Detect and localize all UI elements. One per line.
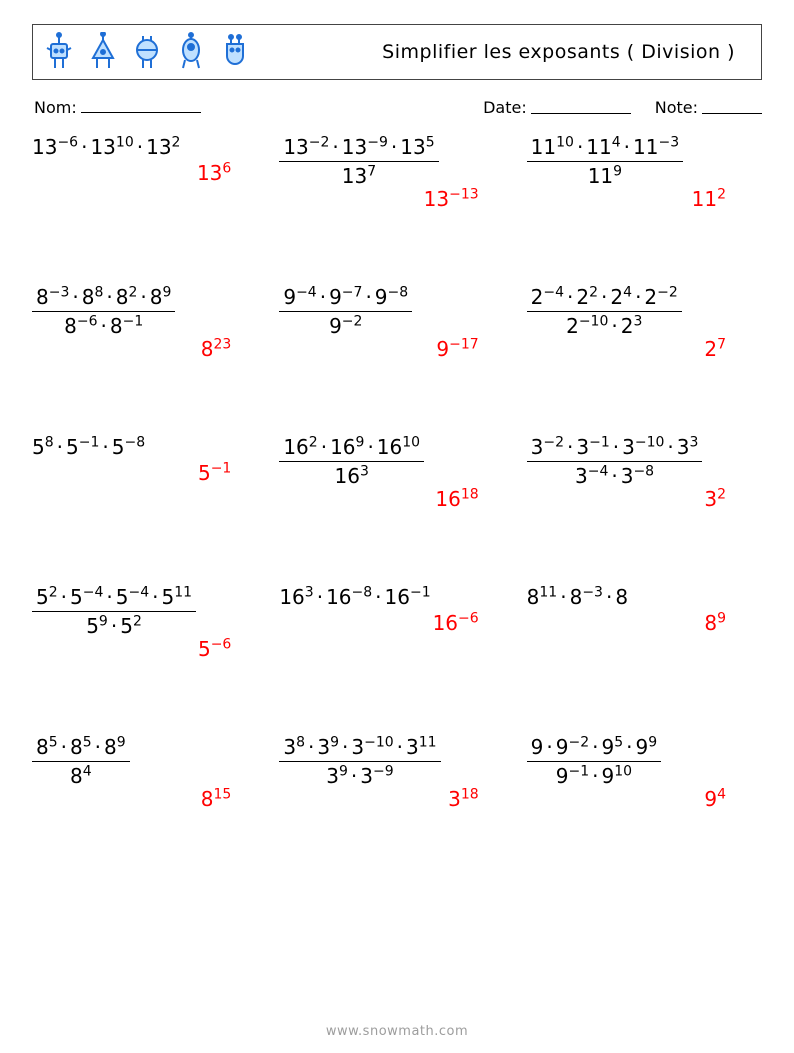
problem-expression: 9·9−2·95·999−1·910 [527, 735, 662, 788]
problem-answer: 318 [448, 787, 479, 811]
problem-answer: 16−6 [433, 611, 479, 635]
robot-icon [129, 32, 165, 72]
robot-icon [217, 32, 253, 72]
problem-expression: 8−3·88·82·898−6·8−1 [32, 285, 175, 338]
meta-row: Nom: Date: Note: [34, 98, 762, 117]
robot-icon [41, 32, 77, 72]
problem-answer: 5−1 [198, 461, 231, 485]
problem-answer: 823 [201, 337, 232, 361]
problem-cell: 52·5−4·5−4·51159·525−6 [32, 585, 267, 655]
problem-grid: 13−6·1310·13213613−2·13−9·13513713−13111… [32, 135, 762, 805]
problem-cell: 3−2·3−1·3−10·333−4·3−832 [527, 435, 762, 505]
problem-answer: 112 [692, 187, 726, 211]
worksheet-title: Simplifier les exposants ( Division ) [382, 41, 747, 63]
problem-expression: 38·39·3−10·31139·3−9 [279, 735, 440, 788]
note-blank [702, 97, 762, 114]
problem-expression: 85·85·8984 [32, 735, 130, 788]
name-blank [81, 96, 201, 113]
problem-expression: 1110·114·11−3119 [527, 135, 683, 188]
footer-url: www.snowmath.com [0, 1024, 794, 1039]
problem-cell: 85·85·8984815 [32, 735, 267, 805]
problem-answer: 1618 [435, 487, 478, 511]
problem-answer: 136 [197, 161, 231, 185]
header-box: Simplifier les exposants ( Division ) [32, 24, 762, 80]
problem-cell: 9−4·9−7·9−89−29−17 [279, 285, 514, 355]
problem-cell: 13−2·13−9·13513713−13 [279, 135, 514, 205]
header-icons [41, 32, 253, 72]
problem-cell: 8−3·88·82·898−6·8−1823 [32, 285, 267, 355]
problem-expression: 13−6·1310·132 [32, 135, 180, 159]
problem-cell: 811·8−3·8 89 [527, 585, 762, 655]
problem-answer: 815 [201, 787, 232, 811]
problem-cell: 162·169·16101631618 [279, 435, 514, 505]
problem-answer: 94 [704, 787, 726, 811]
robot-icon [85, 32, 121, 72]
name-label: Nom: [34, 98, 77, 117]
problem-expression: 163·16−8·16−1 [279, 585, 430, 609]
robot-icon [173, 32, 209, 72]
problem-cell: 163·16−8·16−116−6 [279, 585, 514, 655]
problem-answer: 32 [704, 487, 726, 511]
date-blank [531, 97, 631, 114]
problem-answer: 5−6 [198, 637, 231, 661]
problem-cell: 9·9−2·95·999−1·91094 [527, 735, 762, 805]
problem-cell: 1110·114·11−3119112 [527, 135, 762, 205]
note-label: Note: [655, 98, 698, 117]
problem-cell: 58·5−1·5−8 5−1 [32, 435, 267, 505]
problem-expression: 58·5−1·5−8 [32, 435, 145, 459]
problem-expression: 2−4·22·24·2−22−10·23 [527, 285, 682, 338]
problem-expression: 3−2·3−1·3−10·333−4·3−8 [527, 435, 703, 488]
problem-expression: 9−4·9−7·9−89−2 [279, 285, 412, 338]
problem-cell: 2−4·22·24·2−22−10·2327 [527, 285, 762, 355]
problem-cell: 13−6·1310·132 136 [32, 135, 267, 205]
problem-expression: 811·8−3·8 [527, 585, 628, 609]
problem-answer: 9−17 [436, 337, 478, 361]
problem-cell: 38·39·3−10·31139·3−9318 [279, 735, 514, 805]
problem-answer: 27 [704, 337, 726, 361]
date-label: Date: [483, 98, 527, 117]
problem-answer: 13−13 [424, 187, 479, 211]
problem-answer: 89 [704, 611, 726, 635]
problem-expression: 13−2·13−9·135137 [279, 135, 438, 188]
problem-expression: 52·5−4·5−4·51159·52 [32, 585, 196, 638]
problem-expression: 162·169·1610163 [279, 435, 424, 488]
